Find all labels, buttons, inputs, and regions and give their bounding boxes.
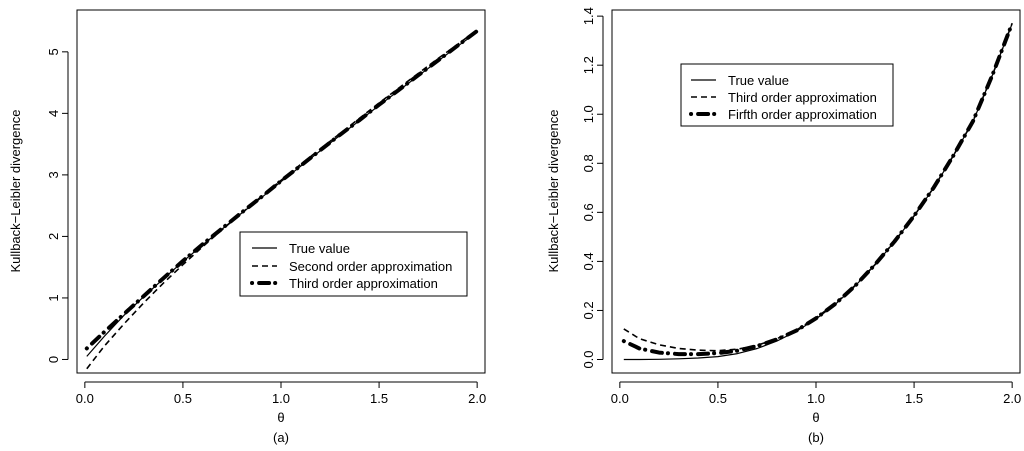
legend: True value Second order approximation Th…: [239, 231, 468, 297]
x-axis: 0.0 0.5 1.0 1.5 2.0: [611, 381, 1021, 406]
y-tick-label: 5: [46, 48, 61, 55]
y-tick-label: 2: [46, 233, 61, 240]
legend-label-true: True value: [728, 73, 789, 88]
panel-b: 0.0 0.5 1.0 1.5 2.0 0.0 0.2 0.4 0.6 0.8 1.0 1.2 1.4…: [546, 7, 1021, 445]
y-tick-label: 0: [46, 356, 61, 363]
legend-label-fifth: Firfth order approximation: [728, 107, 877, 122]
panel-label: (b): [808, 430, 824, 445]
series-line-3: [621, 21, 1015, 357]
x-tick-label: 1.0: [272, 391, 290, 406]
x-axis-label: θ: [277, 410, 284, 425]
x-tick-label: 0.5: [174, 391, 192, 406]
y-tick-label: 4: [46, 110, 61, 117]
plot-frame: [76, 9, 486, 374]
series-lines: [84, 28, 480, 370]
y-tick-label: 0.6: [581, 203, 596, 221]
x-tick-label: 1.5: [905, 391, 923, 406]
series-line-3: [84, 28, 480, 351]
x-tick-label: 2.0: [468, 391, 486, 406]
y-tick-label: 3: [46, 171, 61, 178]
y-axis: 0.0 0.2 0.4 0.6 0.8 1.0 1.2 1.4: [581, 7, 604, 369]
y-tick-label: 0.4: [581, 252, 596, 270]
x-tick-label: 1.0: [807, 391, 825, 406]
legend-label-third: Third order approximation: [289, 276, 438, 291]
panel-label: (a): [273, 430, 289, 445]
series-lines: [621, 21, 1015, 361]
legend-box: [680, 63, 894, 127]
x-tick-label: 2.0: [1003, 391, 1021, 406]
series-line-2: [86, 29, 478, 370]
y-tick-label: 1.2: [581, 56, 596, 74]
x-tick-label: 0.0: [611, 391, 629, 406]
y-tick-label: 0.8: [581, 154, 596, 172]
plot-frame: [611, 9, 1021, 374]
x-tick-label: 0.5: [709, 391, 727, 406]
y-axis-label: Kullback−Leibler divergence: [546, 110, 561, 273]
legend-label-third: Third order approximation: [728, 90, 877, 105]
y-tick-label: 0.0: [581, 350, 596, 368]
y-tick-label: 1: [46, 294, 61, 301]
x-axis-label: θ: [812, 410, 819, 425]
panel-a: 0.0 0.5 1.0 1.5 2.0 0 1 2 3 4 5 θ (a) Kullback−Le…: [8, 9, 486, 445]
y-tick-label: 1.4: [581, 7, 596, 25]
y-tick-label: 1.0: [581, 105, 596, 123]
series-line-1: [86, 31, 478, 357]
x-tick-label: 1.5: [370, 391, 388, 406]
legend-label-second: Second order approximation: [289, 259, 452, 274]
legend-label-true: True value: [289, 241, 350, 256]
y-tick-label: 0.2: [581, 301, 596, 319]
x-tick-label: 0.0: [76, 391, 94, 406]
x-axis: 0.0 0.5 1.0 1.5 2.0: [76, 381, 486, 406]
legend-box: [239, 231, 468, 297]
y-axis-label: Kullback−Leibler divergence: [8, 110, 23, 273]
legend: True value Third order approximation Fir…: [680, 63, 894, 127]
y-axis: 0 1 2 3 4 5: [46, 48, 69, 363]
